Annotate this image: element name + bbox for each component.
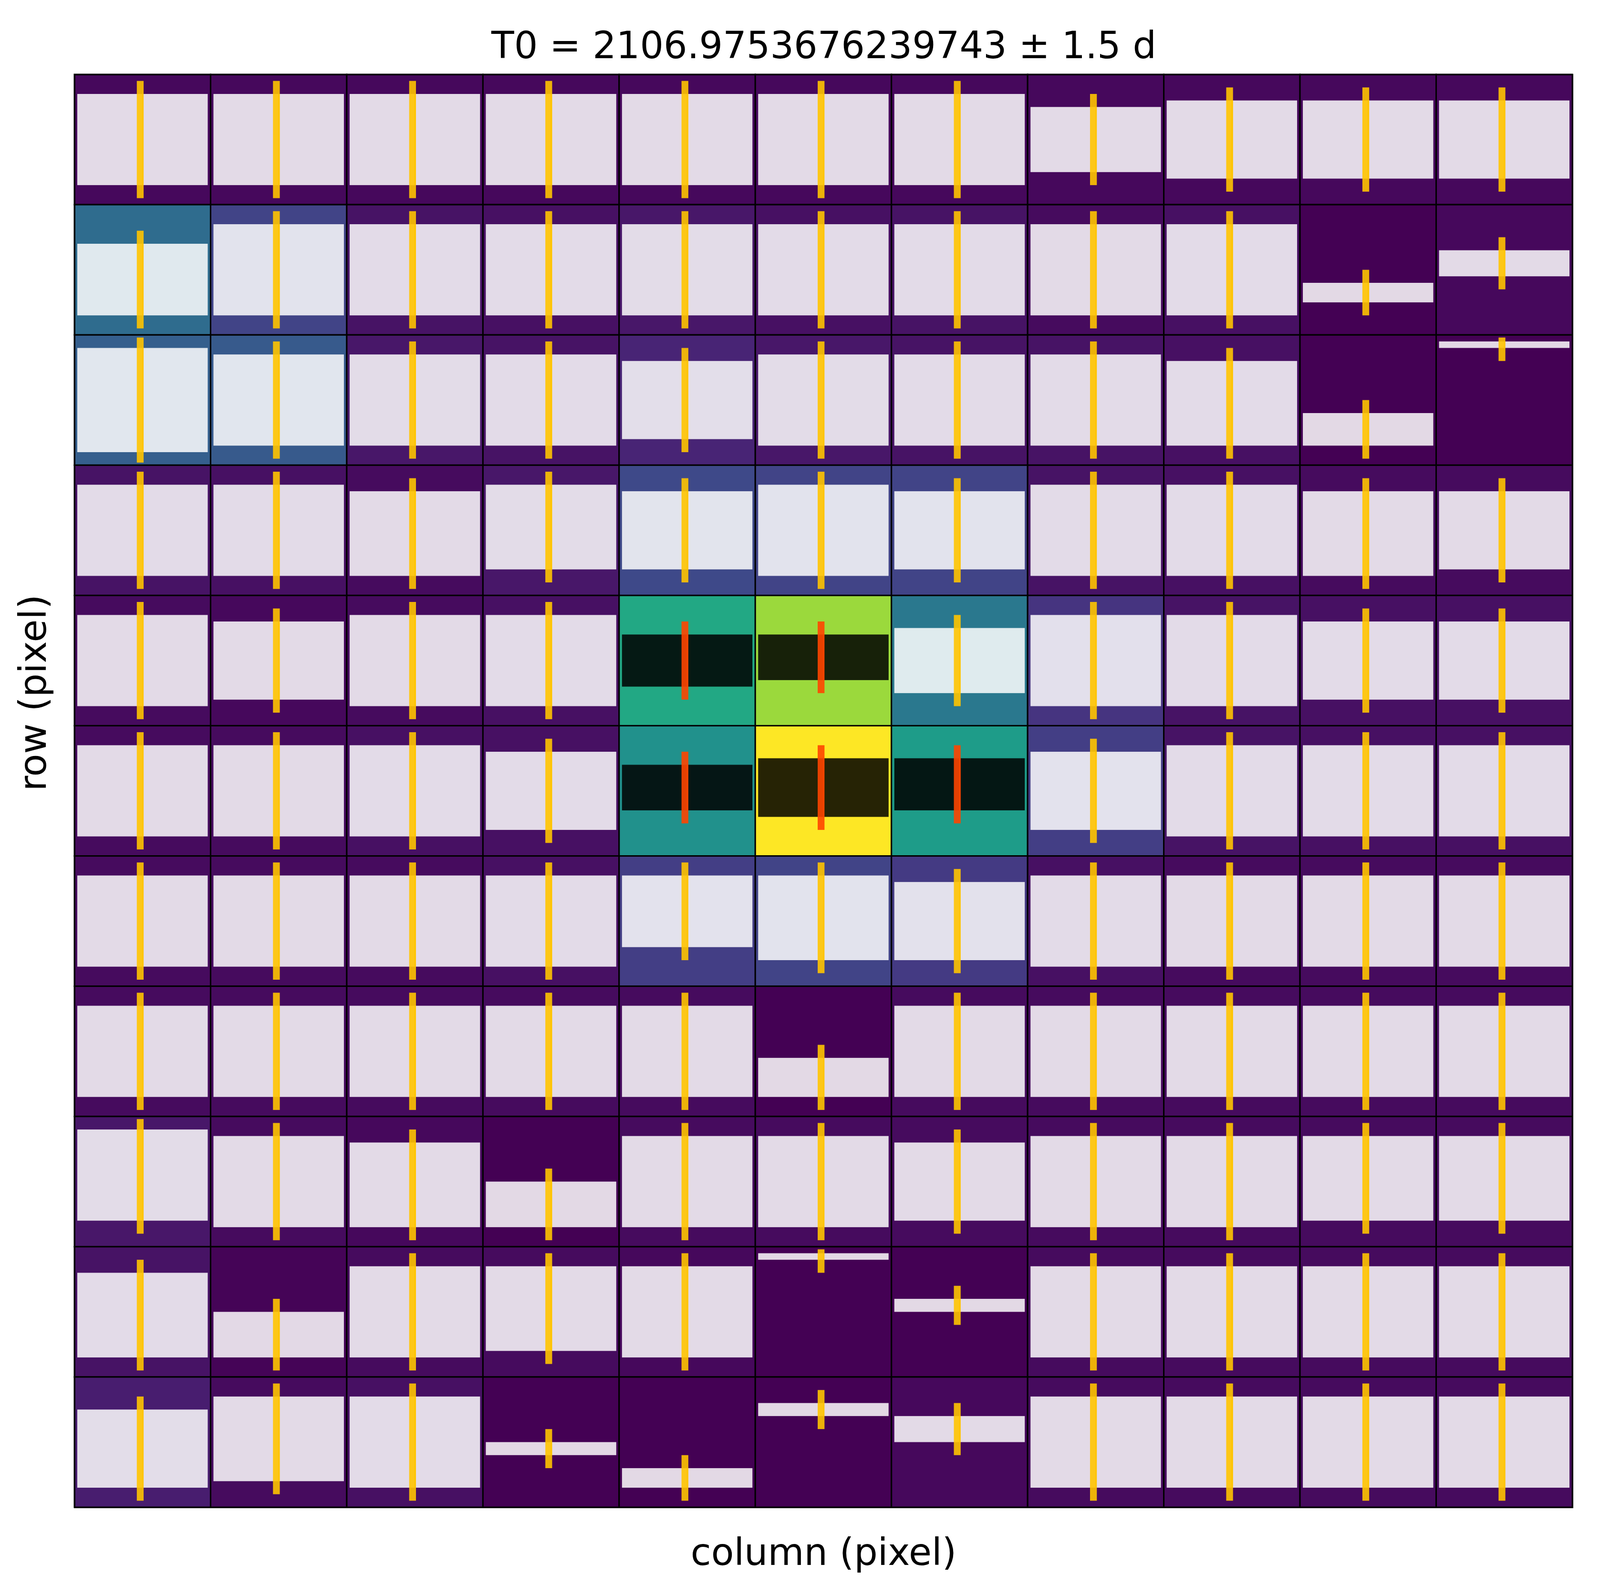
html-text:T0 = 2106.9753676239743 ± 1.5: T0 = 2106.9753676239743 ± 1.5 d: [491, 23, 1157, 67]
svg-text:row (pixel): row (pixel): [11, 594, 55, 791]
svg-text:column (pixel): column (pixel): [690, 1530, 957, 1574]
